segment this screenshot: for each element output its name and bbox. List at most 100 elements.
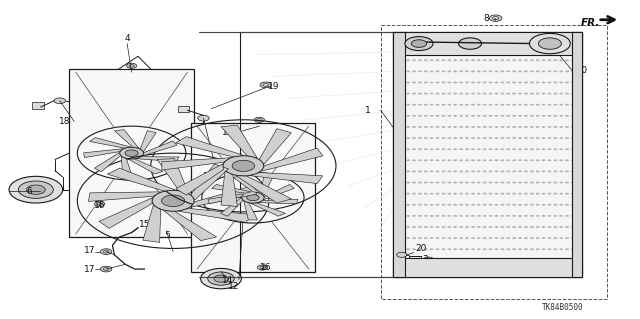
Circle shape — [571, 37, 575, 39]
Circle shape — [571, 82, 575, 84]
Circle shape — [518, 70, 522, 72]
Circle shape — [406, 160, 410, 161]
Circle shape — [405, 37, 433, 50]
Circle shape — [401, 93, 404, 94]
Circle shape — [436, 259, 440, 261]
Circle shape — [577, 48, 581, 50]
Circle shape — [495, 115, 499, 117]
Polygon shape — [221, 197, 243, 216]
Circle shape — [554, 93, 557, 94]
Circle shape — [401, 170, 404, 172]
Circle shape — [559, 182, 563, 183]
Circle shape — [506, 148, 510, 150]
Circle shape — [418, 104, 422, 106]
Circle shape — [518, 59, 522, 61]
Circle shape — [394, 48, 398, 50]
Circle shape — [577, 226, 581, 228]
Circle shape — [424, 215, 428, 217]
Circle shape — [406, 215, 410, 217]
Circle shape — [565, 204, 569, 206]
Circle shape — [500, 237, 504, 239]
Circle shape — [500, 271, 504, 272]
Text: 3: 3 — [422, 255, 428, 264]
Circle shape — [394, 137, 398, 139]
Circle shape — [577, 115, 581, 117]
Circle shape — [495, 48, 499, 50]
Polygon shape — [140, 130, 156, 152]
Circle shape — [495, 182, 499, 183]
Circle shape — [548, 215, 552, 217]
Circle shape — [459, 38, 481, 49]
Text: 8: 8 — [483, 14, 489, 23]
Circle shape — [477, 182, 481, 183]
Circle shape — [471, 37, 475, 39]
Circle shape — [524, 226, 528, 228]
Circle shape — [577, 182, 581, 183]
Circle shape — [508, 39, 521, 45]
Circle shape — [518, 115, 522, 117]
Circle shape — [489, 137, 493, 139]
Circle shape — [465, 259, 469, 261]
Circle shape — [460, 37, 463, 39]
Circle shape — [489, 259, 493, 261]
Circle shape — [529, 33, 570, 54]
Circle shape — [489, 271, 493, 272]
Circle shape — [541, 215, 545, 217]
Circle shape — [412, 271, 416, 272]
Circle shape — [254, 117, 264, 122]
Circle shape — [489, 248, 493, 250]
Circle shape — [401, 215, 404, 217]
Circle shape — [565, 82, 569, 84]
Polygon shape — [88, 192, 161, 201]
Circle shape — [412, 137, 416, 139]
Circle shape — [577, 104, 581, 106]
Circle shape — [442, 82, 445, 84]
Circle shape — [483, 160, 486, 161]
Circle shape — [541, 226, 545, 228]
Circle shape — [495, 226, 499, 228]
Circle shape — [512, 259, 516, 261]
Circle shape — [506, 160, 510, 161]
Circle shape — [512, 271, 516, 272]
Circle shape — [424, 148, 428, 150]
Circle shape — [500, 82, 504, 84]
Circle shape — [524, 160, 528, 161]
Circle shape — [477, 115, 481, 117]
Circle shape — [442, 248, 445, 250]
Bar — [32, 102, 44, 109]
Circle shape — [412, 226, 416, 228]
Circle shape — [554, 82, 557, 84]
Text: 19: 19 — [268, 82, 280, 91]
Polygon shape — [259, 199, 298, 204]
Polygon shape — [122, 157, 132, 177]
Circle shape — [559, 237, 563, 239]
Circle shape — [489, 82, 493, 84]
Circle shape — [500, 259, 504, 261]
Circle shape — [465, 271, 469, 272]
Circle shape — [512, 170, 516, 172]
Circle shape — [530, 170, 534, 172]
Circle shape — [483, 226, 486, 228]
Circle shape — [518, 148, 522, 150]
Circle shape — [477, 271, 481, 272]
Circle shape — [548, 259, 552, 261]
Circle shape — [512, 160, 516, 161]
Circle shape — [401, 148, 404, 150]
Circle shape — [577, 271, 581, 272]
Circle shape — [524, 248, 528, 250]
Circle shape — [430, 37, 434, 39]
Circle shape — [465, 70, 469, 72]
Circle shape — [524, 82, 528, 84]
Circle shape — [559, 115, 563, 117]
Circle shape — [424, 126, 428, 128]
Circle shape — [447, 48, 451, 50]
Circle shape — [453, 237, 457, 239]
Circle shape — [394, 82, 398, 84]
Circle shape — [536, 104, 540, 106]
Circle shape — [489, 70, 493, 72]
Circle shape — [9, 176, 63, 203]
Circle shape — [577, 137, 581, 139]
Circle shape — [565, 160, 569, 161]
Circle shape — [554, 148, 557, 150]
Circle shape — [394, 170, 398, 172]
